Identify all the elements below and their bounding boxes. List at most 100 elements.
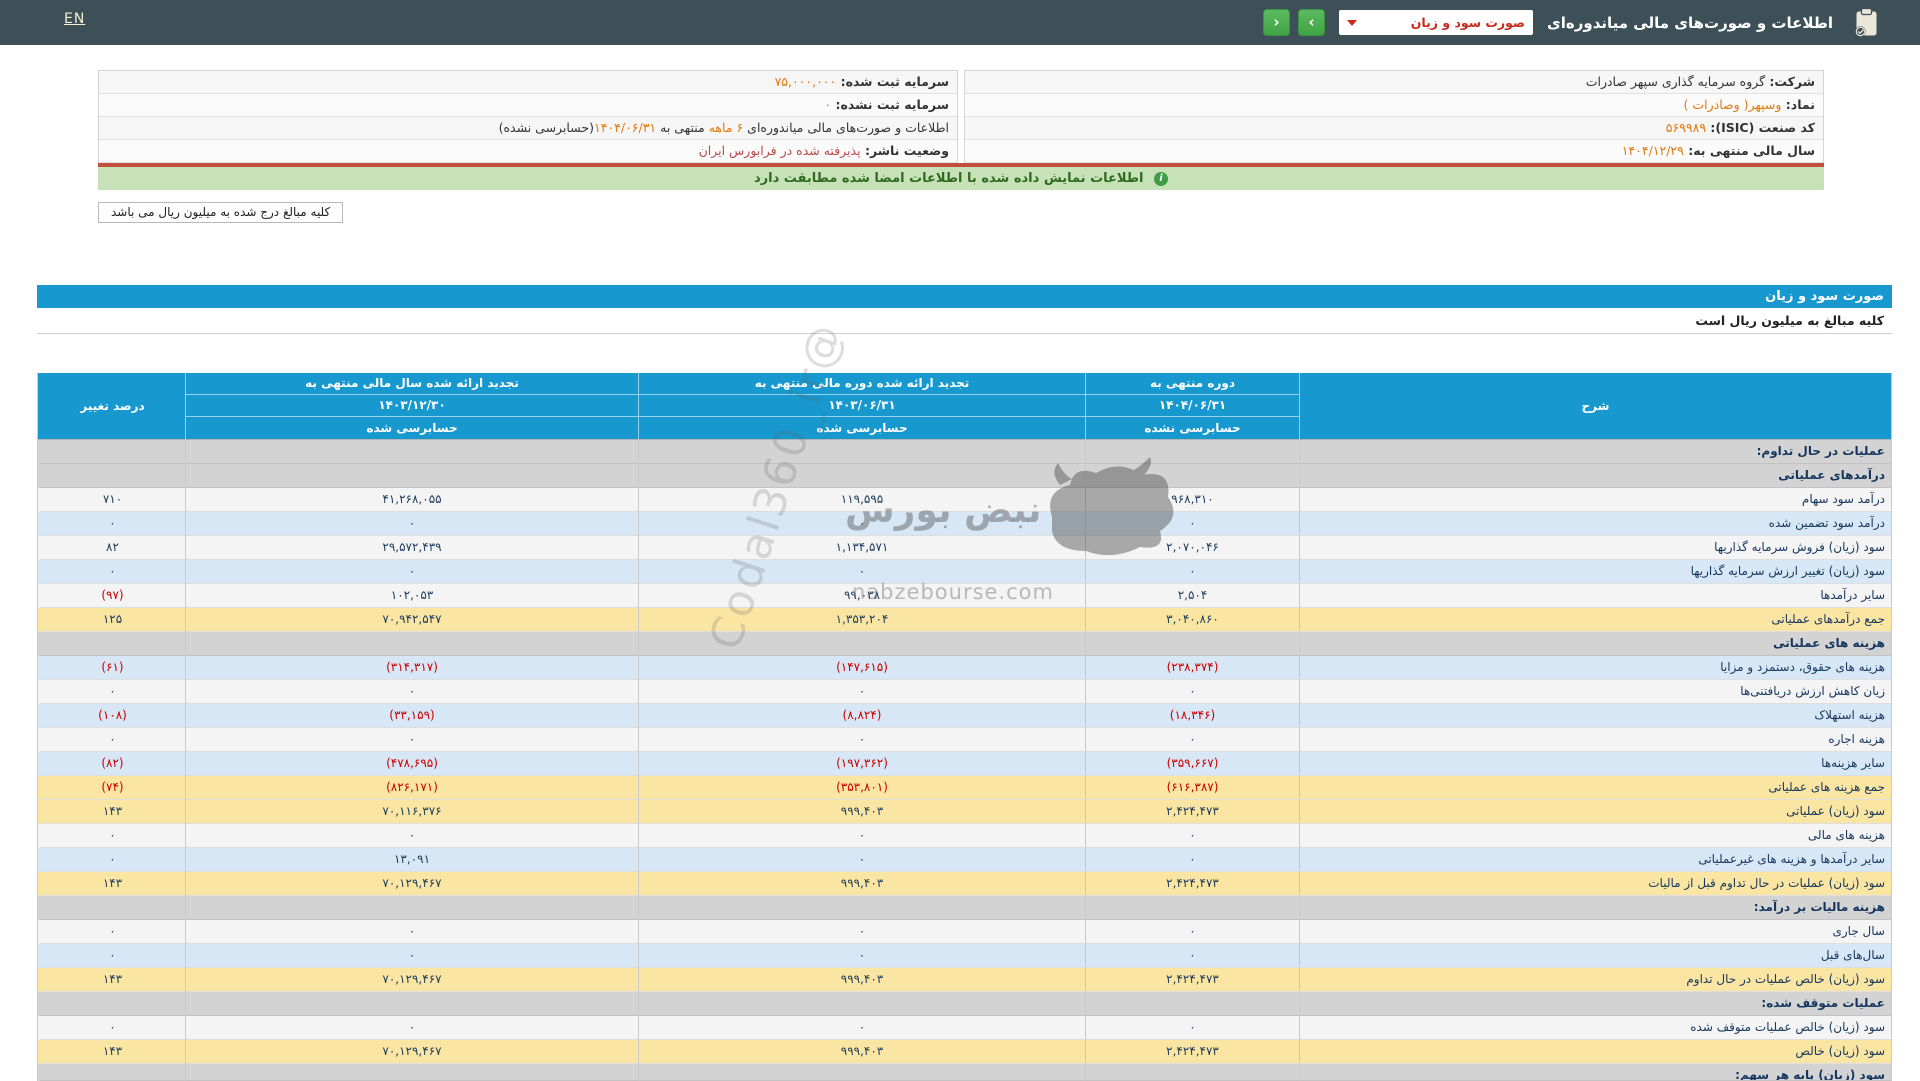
value-text: (۹۷) bbox=[101, 588, 124, 602]
cell-percent: ۷۱۰ bbox=[40, 488, 185, 512]
value-text: ۰ bbox=[1189, 516, 1196, 530]
header-line: حسابرسی نشده bbox=[1144, 421, 1241, 435]
info-row: کد صنعت (ISIC): ۵۶۹۹۸۹ bbox=[965, 117, 1823, 140]
value-text: ۸۲ bbox=[106, 540, 119, 554]
value-text: ۰ bbox=[1189, 564, 1196, 578]
cell-value: ۱,۳۵۳,۲۰۴ bbox=[638, 608, 1085, 632]
cell-value: ۰ bbox=[185, 944, 638, 968]
section-row: هزینه مالیات بر درآمد: bbox=[38, 896, 1891, 920]
cell-value: ۳,۰۴۰,۸۶۰ bbox=[1085, 608, 1299, 632]
cell-value bbox=[638, 1064, 1085, 1081]
cell-value: ۰ bbox=[638, 848, 1085, 872]
nav-back-button[interactable]: ‹ bbox=[1263, 9, 1291, 36]
cell-percent: (۹۷) bbox=[40, 584, 185, 608]
cell-value: ۲,۴۲۴,۴۷۳ bbox=[1085, 800, 1299, 824]
section-row: سود (زیان) پایه هر سهم: bbox=[38, 1064, 1891, 1081]
cell-label: سایر درآمدها bbox=[1299, 584, 1891, 608]
table-row: سود (زیان) خالص ۲,۴۲۴,۴۷۳ ۹۹۹,۴۰۳ ۷۰,۱۲۹,۴۶… bbox=[38, 1040, 1891, 1064]
value-text: ۰ bbox=[408, 564, 416, 578]
cell-value: ۰ bbox=[1085, 728, 1299, 752]
language-en-link[interactable]: EN bbox=[64, 11, 86, 27]
value-text: ۰ bbox=[858, 1020, 866, 1034]
cell-value: (۱۹۷,۳۶۲) bbox=[638, 752, 1085, 776]
section-row: هزینه های عملیاتی bbox=[38, 632, 1891, 656]
cell-value: ۰ bbox=[185, 680, 638, 704]
table-header: شرح دوره منتهی به ۱۴۰۴/۰۶/۳۱ حسابرسی نشده … bbox=[38, 373, 1891, 440]
header-line: تجدید ارائه شده دوره مالی منتهی به bbox=[639, 373, 1085, 395]
info-label: سال مالی منتهی به: bbox=[1683, 143, 1815, 158]
value-text: ۰ bbox=[109, 924, 116, 938]
info-value: اطلاعات و صورت‌های مالی میاندوره‌ای bbox=[743, 120, 949, 135]
value-text: ۰ bbox=[858, 852, 866, 866]
cell-label: جمع هزینه های عملیاتی bbox=[1299, 776, 1891, 800]
info-value: گروه سرمایه گذاری سپهر صادرات bbox=[1585, 74, 1766, 89]
page-title: اطلاعات و صورت‌های مالی میاندوره‌ای bbox=[1547, 13, 1833, 32]
value-text: ۰ bbox=[1189, 924, 1196, 938]
cell-value: ۱,۱۳۴,۵۷۱ bbox=[638, 536, 1085, 560]
cell-value: (۸,۸۲۴) bbox=[638, 704, 1085, 728]
value-text: ۲۹,۵۷۲,۴۳۹ bbox=[382, 540, 442, 554]
red-divider bbox=[98, 163, 1824, 167]
cell-value bbox=[185, 632, 638, 656]
cell-percent: (۶۱) bbox=[40, 656, 185, 680]
value-text: ۰ bbox=[1189, 852, 1196, 866]
cell-label: زیان کاهش ارزش دریافتنی‌ها bbox=[1299, 680, 1891, 704]
cell-value: ۲,۴۲۴,۴۷۳ bbox=[1085, 872, 1299, 896]
cell-value: ۹۹,۰۳۸ bbox=[638, 584, 1085, 608]
table-row: سود (زیان) خالص عملیات در حال تداوم ۲,۴۲۴… bbox=[38, 968, 1891, 992]
info-column-right: شرکت: گروه سرمایه گذاری سپهر صادرات نماد:… bbox=[964, 70, 1824, 163]
value-text: (۱۸,۳۴۶) bbox=[1169, 708, 1216, 722]
header-line: ۱۴۰۴/۰۶/۳۱ bbox=[1086, 395, 1299, 417]
info-label: شرکت: bbox=[1765, 74, 1815, 89]
cell-label: سایر هزینه‌ها bbox=[1299, 752, 1891, 776]
cell-percent: ۱۴۳ bbox=[40, 872, 185, 896]
value-text: ۰ bbox=[1189, 948, 1196, 962]
cell-percent: ۰ bbox=[40, 512, 185, 536]
table-row: سال‌های قبل ۰ ۰ ۰ ۰ bbox=[38, 944, 1891, 968]
header-line: ۱۴۰۳/۱۲/۳۰ bbox=[186, 395, 638, 417]
chevron-right-icon: › bbox=[1308, 13, 1315, 31]
cell-value: ۰ bbox=[1085, 560, 1299, 584]
cell-value: ۰ bbox=[638, 512, 1085, 536]
cell-value: ۲,۴۲۴,۴۷۳ bbox=[1085, 1040, 1299, 1064]
cell-label: سود (زیان) تغییر ارزش سرمایه گذاریها bbox=[1299, 560, 1891, 584]
report-type-select[interactable]: صورت سود و زیان bbox=[1339, 10, 1534, 35]
cell-value bbox=[1085, 632, 1299, 656]
table-row: هزینه اجاره ۰ ۰ ۰ ۰ bbox=[38, 728, 1891, 752]
value-text: ۰ bbox=[109, 1020, 116, 1034]
cell-percent bbox=[40, 992, 185, 1016]
cell-value: ۲,۵۰۴ bbox=[1085, 584, 1299, 608]
value-text: ۰ bbox=[408, 1020, 416, 1034]
value-text: ۰ bbox=[1189, 828, 1196, 842]
cell-label: هزینه های مالی bbox=[1299, 824, 1891, 848]
value-text: ۱۴۳ bbox=[102, 876, 123, 890]
value-text: ۷۰,۱۱۶,۳۷۶ bbox=[382, 804, 442, 818]
info-row: وضعیت ناشر: پذیرفته شده در فرابورس ایران bbox=[99, 140, 957, 163]
cell-value: ۹۹۹,۴۰۳ bbox=[638, 800, 1085, 824]
cell-value: ۰ bbox=[1085, 848, 1299, 872]
value-text: (۴۷۸,۶۹۵) bbox=[386, 756, 438, 770]
company-info-table: شرکت: گروه سرمایه گذاری سپهر صادرات نماد:… bbox=[98, 70, 1824, 163]
value-text: ۱۴۳ bbox=[102, 972, 123, 986]
table-row: سود (زیان) عملیاتی ۲,۴۲۴,۴۷۳ ۹۹۹,۴۰۳ ۷۰,۱۱۶… bbox=[38, 800, 1891, 824]
cell-percent: ۱۴۳ bbox=[40, 968, 185, 992]
cell-label: سال جاری bbox=[1299, 920, 1891, 944]
cell-value: ۷۰,۹۴۲,۵۴۷ bbox=[185, 608, 638, 632]
report-type-selected-value: صورت سود و زیان bbox=[1410, 15, 1526, 30]
cell-percent: ۱۴۳ bbox=[40, 800, 185, 824]
cell-label: سایر درآمدها و هزینه های غیرعملیاتی bbox=[1299, 848, 1891, 872]
cell-value: ۷۰,۱۲۹,۴۶۷ bbox=[185, 1040, 638, 1064]
table-row: سود (زیان) عملیات در حال تداوم قبل از ما… bbox=[38, 872, 1891, 896]
value-text: (۷۴) bbox=[101, 780, 124, 794]
value-text: ۱۳,۰۹۱ bbox=[393, 852, 431, 866]
nav-forward-button[interactable]: › bbox=[1298, 9, 1326, 36]
cell-percent bbox=[40, 632, 185, 656]
cell-value: ۹۹۹,۴۰۳ bbox=[638, 1040, 1085, 1064]
info-row: نماد: وسپهر( وصادرات ) bbox=[965, 94, 1823, 117]
amounts-unit-box: کلیه مبالغ درج شده به میلیون ریال می باش… bbox=[98, 202, 344, 223]
info-value: ۱۴۰۴/۱۲/۲۹ bbox=[1621, 143, 1684, 158]
table-row: سایر درآمدها ۲,۵۰۴ ۹۹,۰۳۸ ۱۰۲,۰۵۳ (۹۷) bbox=[38, 584, 1891, 608]
info-column-left: سرمایه ثبت شده: ۷۵,۰۰۰,۰۰۰ سرمایه ثبت نشد… bbox=[98, 70, 958, 163]
cell-value bbox=[638, 464, 1085, 488]
cell-value: ۰ bbox=[638, 824, 1085, 848]
